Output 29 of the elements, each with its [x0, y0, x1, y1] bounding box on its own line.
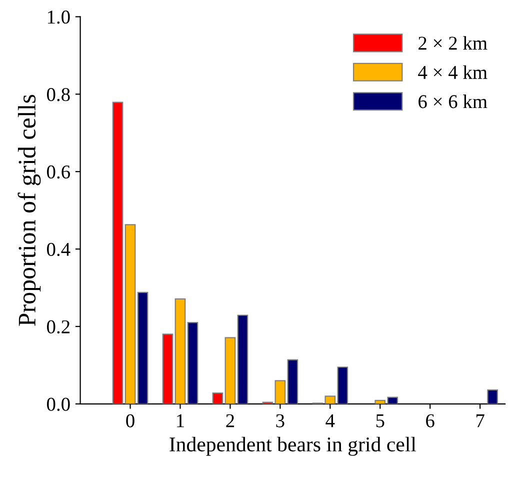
bar	[212, 392, 224, 404]
x-tick-label: 0	[126, 414, 134, 428]
bar	[137, 292, 148, 404]
bar	[224, 337, 236, 404]
y-tick-label: 0.8	[47, 88, 70, 102]
y-tick-label: 0.0	[47, 398, 70, 411]
legend-label: 4 × 4 km	[418, 65, 488, 79]
bar	[124, 224, 136, 404]
bar	[174, 298, 186, 404]
legend-label: 2 × 2 km	[418, 36, 488, 50]
y-tick-label: 0.6	[47, 165, 70, 179]
x-tick-label: 1	[177, 414, 184, 428]
x-tick-label: 6	[426, 414, 434, 428]
bar	[162, 334, 174, 404]
legend-label: 6 × 6 km	[418, 94, 488, 108]
bar	[487, 389, 498, 404]
x-tick-label: 4	[326, 414, 335, 428]
y-tick-label: 1.0	[48, 10, 70, 24]
x-axis-title: Independent bears in grid cell	[170, 436, 416, 456]
y-tick-label: 0.4	[47, 242, 70, 256]
x-tick-label: 7	[476, 414, 484, 428]
x-tick-label: 2	[226, 414, 234, 428]
bar	[237, 314, 248, 404]
bar	[112, 102, 124, 404]
x-tick-label: 3	[276, 414, 284, 428]
y-axis-title: Proportion of grid cells	[18, 94, 41, 326]
x-tick-label: 5	[376, 414, 384, 428]
bar	[187, 322, 198, 404]
y-tick-label: 0.2	[47, 320, 70, 334]
